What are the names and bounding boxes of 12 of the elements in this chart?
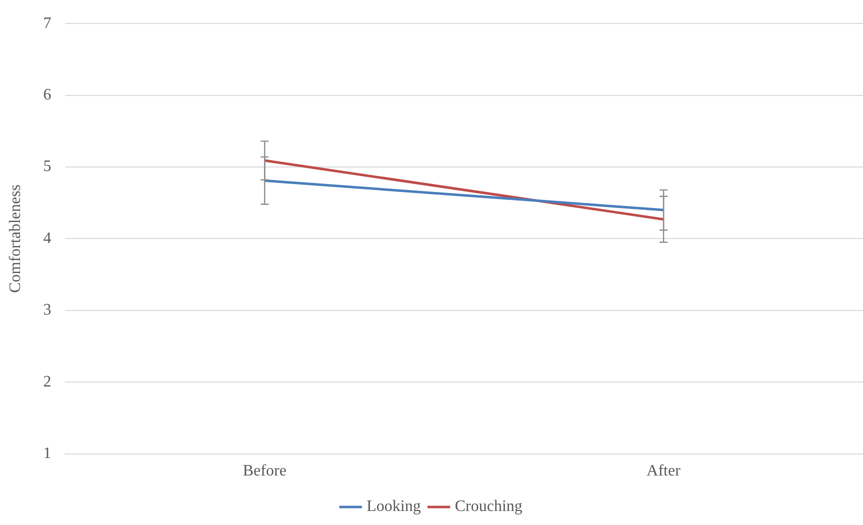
y-tick-label: 5 (43, 158, 52, 176)
legend-label: Crouching (454, 498, 522, 516)
y-axis-title: Comfortableness (6, 184, 24, 293)
y-tick-label: 4 (43, 230, 52, 247)
legend-label: Looking (366, 498, 421, 516)
y-tick-label: 6 (43, 86, 52, 104)
y-tick-label: 2 (43, 373, 52, 390)
y-tick-label: 1 (43, 445, 52, 462)
y-tick-label: 3 (43, 302, 52, 319)
x-tick-label: Before (242, 462, 286, 480)
y-tick-label: 7 (43, 14, 52, 32)
x-tick-label: After (646, 462, 682, 480)
